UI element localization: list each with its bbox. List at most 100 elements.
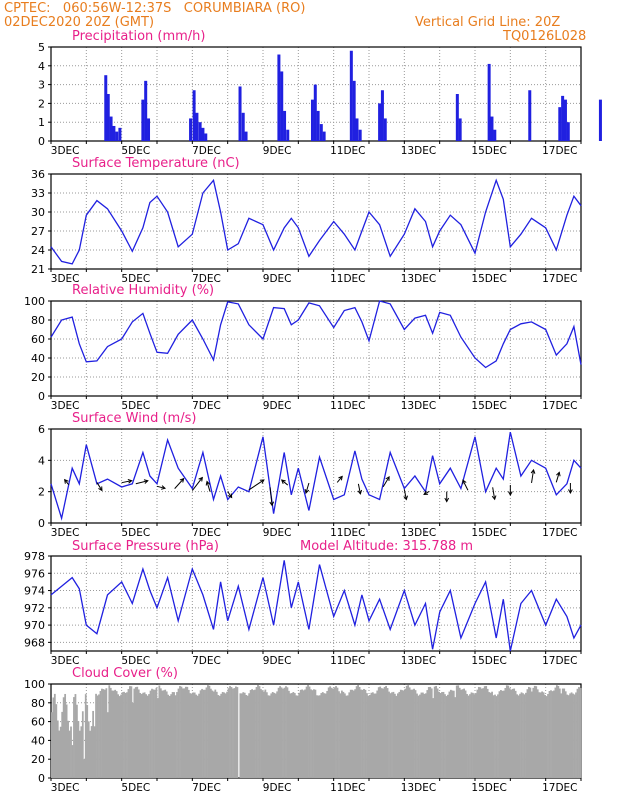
cloud-bar	[329, 686, 332, 778]
y-tick-label: 100	[24, 678, 45, 691]
cloud-bar	[224, 693, 227, 778]
cloud-bar	[109, 687, 112, 778]
cloud-bar	[154, 689, 156, 778]
cloud-bar	[460, 689, 463, 778]
cloud-bar	[252, 690, 255, 778]
wind-arrow-head	[338, 475, 343, 481]
cloud-bar	[560, 693, 563, 778]
cloud-bar	[285, 686, 287, 778]
cloud-bar	[167, 694, 170, 778]
x-tick-label: 17DEC	[542, 273, 577, 285]
cloud-bar	[134, 687, 137, 778]
cloud-bar	[87, 721, 90, 778]
cloud-bar	[67, 720, 69, 778]
humidity-title: Relative Humidity (%)	[72, 283, 215, 298]
cloud-bar	[101, 688, 103, 778]
cloud-bar	[477, 686, 480, 778]
cloud-bar	[526, 689, 529, 778]
cloud-bar	[92, 710, 94, 778]
cloud-bar	[274, 693, 277, 778]
cloud-bar	[183, 688, 186, 778]
cloud-bar	[520, 692, 523, 778]
cloud-bar	[489, 692, 492, 778]
cloud-bar	[336, 687, 339, 778]
precip-bar	[319, 124, 323, 141]
wind-arrow-head	[161, 485, 167, 490]
cloud-bar	[339, 693, 342, 778]
cloud-bar	[80, 726, 83, 778]
cloud-bar	[164, 689, 167, 778]
cloud-bar	[416, 693, 418, 778]
y-tick-label: 21	[31, 263, 45, 276]
cloud-bar	[324, 693, 327, 778]
cloud-bar	[245, 695, 248, 778]
precip-bar	[189, 118, 193, 141]
cloud-bar	[305, 686, 308, 778]
cloud-bar	[295, 695, 298, 778]
cloud-bar	[240, 693, 243, 778]
cloud-bar	[535, 686, 538, 778]
x-tick-label: 5DEC	[121, 782, 150, 794]
precip-bar	[201, 127, 205, 141]
wind-arrow-head	[357, 489, 363, 495]
cloud-bar	[271, 692, 274, 778]
cloud-bar	[177, 688, 180, 778]
cloud-bar	[127, 689, 130, 778]
cloud-bar	[179, 686, 181, 778]
cloud-bar	[502, 690, 505, 778]
precip-bar	[106, 94, 110, 141]
y-tick-label: 60	[31, 333, 45, 346]
cloud-bar	[308, 686, 311, 778]
cloud-bar	[187, 689, 190, 778]
cloud-bar	[90, 726, 93, 778]
cloud-bar	[111, 690, 114, 778]
cloud-bar	[511, 688, 514, 778]
y-tick-label: 968	[24, 636, 45, 649]
precip-bar	[352, 80, 356, 141]
cloud-bar	[307, 684, 309, 778]
cloud-bar	[171, 692, 174, 778]
cloud-bar	[84, 694, 87, 778]
cloud-bar	[52, 697, 55, 778]
cloud-bar	[388, 691, 390, 778]
pressure-title: Surface Pressure (hPa)	[72, 539, 219, 554]
y-tick-label: 0	[38, 517, 45, 530]
cloud-bar	[335, 686, 337, 778]
cloud-bar	[56, 720, 59, 778]
cloud-bar	[501, 690, 504, 778]
temperature-title: Surface Temperature (nC)	[72, 156, 240, 171]
cloud-bar	[71, 745, 74, 778]
cloud-bar	[399, 689, 402, 778]
cloud-bar	[149, 690, 152, 778]
cloud-bar	[283, 687, 286, 778]
y-tick-label: 40	[31, 734, 45, 747]
cloud-bar	[193, 692, 196, 778]
wind-arrow-head	[64, 478, 69, 484]
cloud-bar	[210, 688, 212, 778]
wind-arrow-shaft	[64, 479, 70, 486]
cloud-bar	[246, 695, 249, 778]
cloud-bar	[64, 693, 67, 778]
cloud-bar	[473, 694, 476, 778]
cloud-bar	[541, 691, 544, 778]
wind-arrow-head	[556, 471, 561, 477]
cloud-bar	[539, 692, 542, 778]
cloud-bar	[215, 691, 218, 778]
cloud-bar	[195, 694, 198, 778]
wind-arrow-head	[143, 479, 149, 484]
precip-bar	[458, 118, 462, 141]
precip-bar	[115, 131, 119, 141]
cloud-bar	[254, 689, 256, 778]
cloud-bar	[180, 686, 183, 778]
cloud-bar	[268, 695, 271, 778]
cloud-bar	[205, 687, 208, 778]
cloud-bar	[358, 686, 361, 778]
x-tick-label: 7DEC	[192, 655, 221, 667]
wind-arrow-shaft	[174, 478, 185, 489]
cloud-bar	[385, 685, 387, 778]
wind-arrow-head	[280, 479, 286, 484]
cloud-bar	[505, 685, 508, 778]
cloud-bar	[96, 695, 99, 778]
x-tick-label: 9DEC	[263, 145, 292, 157]
cloud-bar	[427, 687, 430, 778]
